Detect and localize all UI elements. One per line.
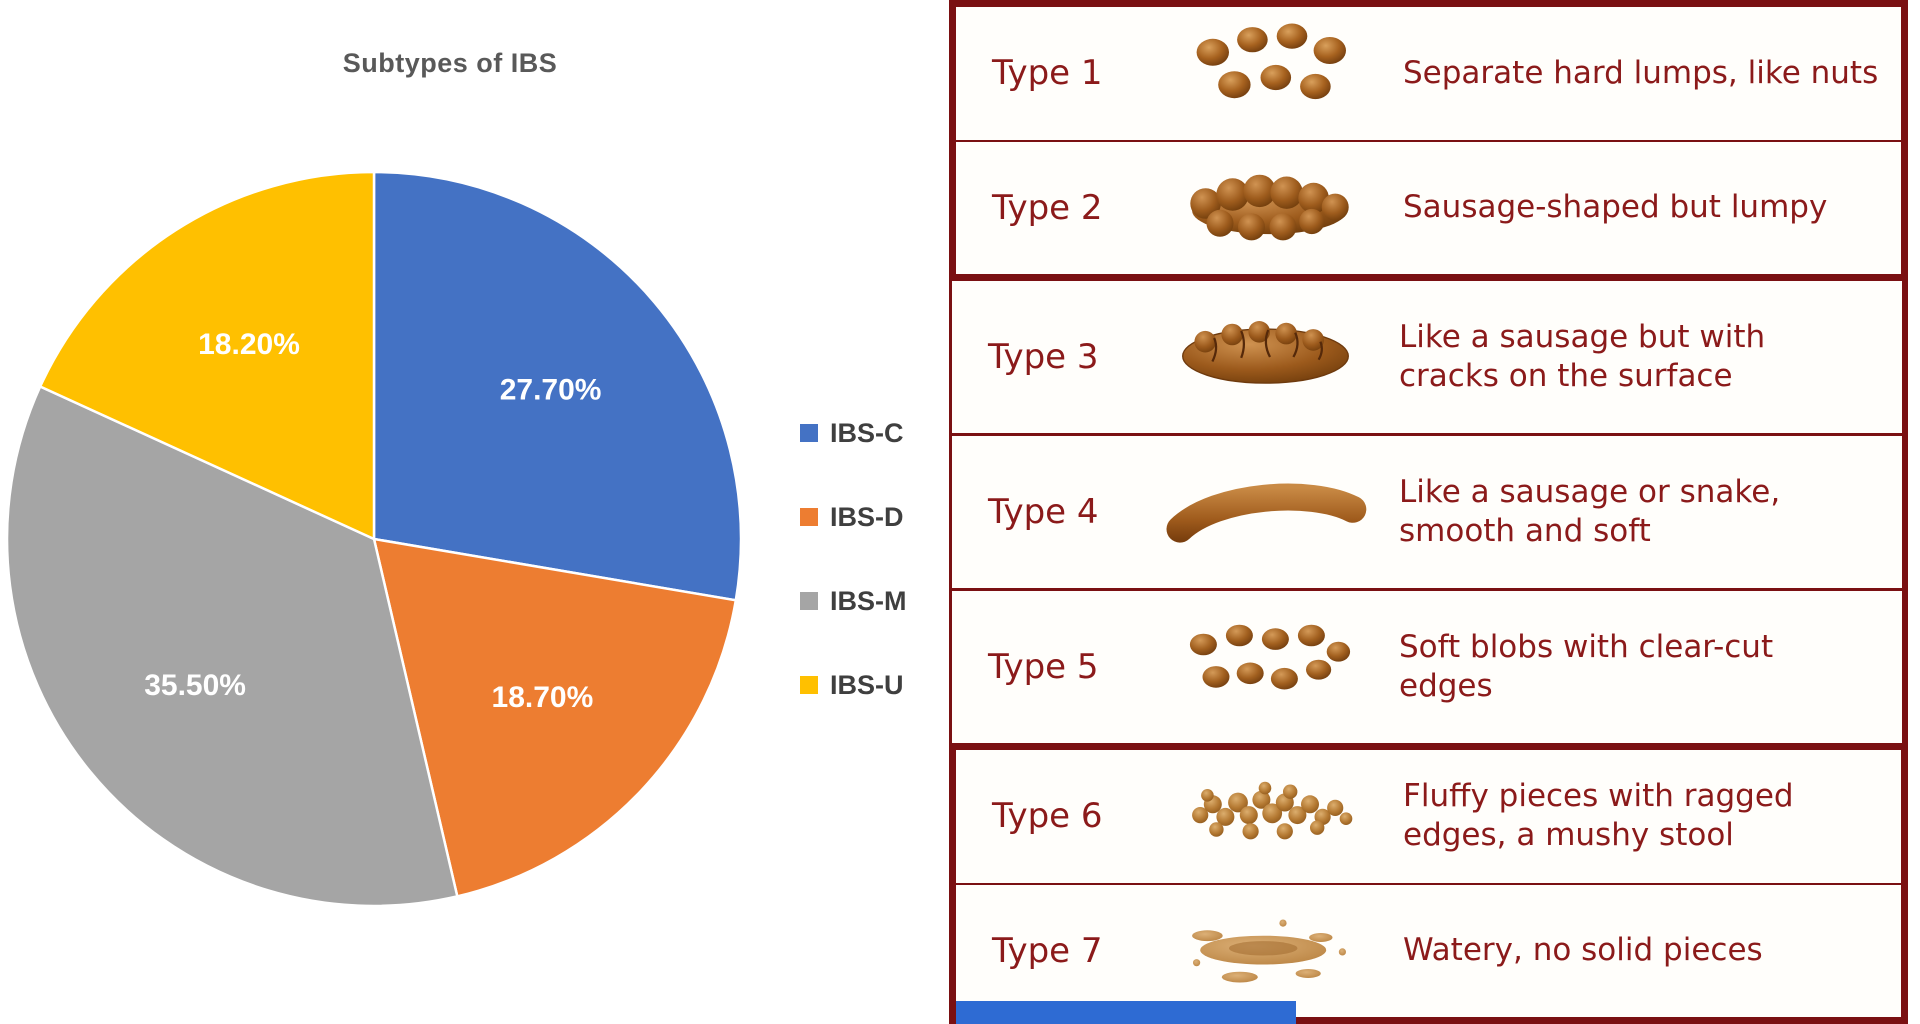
stool-type-label: Type 2 bbox=[992, 187, 1103, 228]
pie-slice-ibs-u bbox=[38, 170, 376, 541]
legend-swatch-ibs-c bbox=[800, 424, 818, 442]
legend-label: IBS-M bbox=[830, 585, 907, 616]
stool-row-1: Type 1 Separate hard lumps, like nuts bbox=[956, 7, 1901, 140]
stool-type-label: Type 4 bbox=[988, 492, 1099, 532]
stool-type-5-image bbox=[1148, 608, 1383, 726]
stool-row-4: Type 4 Like a sausage or snake, smooth a… bbox=[952, 433, 1902, 588]
stool-description: Sausage-shaped but lumpy bbox=[1403, 189, 1828, 226]
pie-slice-value-label: 18.20% bbox=[198, 328, 300, 361]
stool-description: Like a sausage or snake, smooth and soft bbox=[1399, 473, 1781, 549]
legend-item-ibs-c: IBS-C bbox=[800, 418, 907, 448]
pie-chart: 27.70% 18.70% 35.50% 18.20% bbox=[5, 170, 743, 908]
stool-type-label: Type 5 bbox=[988, 647, 1099, 687]
stool-row-3: Type 3 bbox=[952, 281, 1902, 433]
stool-type-7-image bbox=[1152, 892, 1387, 1010]
pie-slice-ibs-c bbox=[372, 170, 743, 602]
legend-label: IBS-U bbox=[830, 669, 904, 700]
stool-type-label: Type 7 bbox=[992, 930, 1103, 971]
stool-group-types-3-5: Type 3 bbox=[949, 281, 1908, 743]
legend-label: IBS-C bbox=[830, 417, 904, 448]
stool-type-label: Type 6 bbox=[992, 796, 1103, 837]
legend-item-ibs-u: IBS-U bbox=[800, 670, 907, 700]
stool-type-2-image bbox=[1152, 149, 1387, 267]
pie-slice-ibs-m bbox=[5, 384, 459, 908]
pie-slice-value-label: 35.50% bbox=[144, 669, 246, 702]
stool-description: Separate hard lumps, like nuts bbox=[1403, 54, 1879, 91]
legend-item-ibs-d: IBS-D bbox=[800, 502, 907, 532]
stool-description: Like a sausage but with cracks on the su… bbox=[1399, 318, 1766, 394]
stool-type-label: Type 1 bbox=[992, 53, 1103, 94]
pie-slice-value-label: 27.70% bbox=[500, 373, 602, 406]
legend-swatch-ibs-d bbox=[800, 508, 818, 526]
stool-row-7: Type 7 Watery, no solid piec bbox=[956, 882, 1901, 1017]
pie-slice-ibs-d bbox=[372, 537, 738, 898]
stool-type-4-image bbox=[1148, 453, 1383, 571]
bristol-stool-chart: Type 1 Separate hard lumps, like nuts bbox=[949, 0, 1908, 1024]
stool-row-5: Type 5 Soft blobs with clear bbox=[952, 588, 1902, 743]
stool-row-2: Type 2 bbox=[956, 139, 1901, 274]
stool-type-6-image bbox=[1152, 757, 1387, 875]
stool-description: Soft blobs with clear-cut edges bbox=[1399, 628, 1774, 704]
stool-type-3-image bbox=[1148, 298, 1383, 416]
stool-type-label: Type 3 bbox=[988, 337, 1099, 377]
stool-group-types-6-7: Type 6 Fluffy pie bbox=[949, 743, 1908, 1024]
bottom-blue-bar bbox=[956, 1001, 1296, 1024]
stool-description: Fluffy pieces with ragged edges, a mushy… bbox=[1403, 778, 1794, 854]
stool-description: Watery, no solid pieces bbox=[1403, 932, 1763, 969]
legend-item-ibs-m: IBS-M bbox=[800, 586, 907, 616]
stool-row-6: Type 6 Fluffy pie bbox=[956, 750, 1901, 883]
stool-group-types-1-2: Type 1 Separate hard lumps, like nuts bbox=[949, 0, 1908, 281]
pie-legend: IBS-C IBS-D IBS-M IBS-U bbox=[800, 418, 907, 700]
pie-slice-value-label: 18.70% bbox=[492, 681, 594, 714]
pie-chart-title: Subtypes of IBS bbox=[342, 48, 558, 78]
legend-label: IBS-D bbox=[830, 501, 904, 532]
legend-swatch-ibs-u bbox=[800, 676, 818, 694]
legend-swatch-ibs-m bbox=[800, 592, 818, 610]
stool-type-1-image bbox=[1152, 14, 1387, 132]
